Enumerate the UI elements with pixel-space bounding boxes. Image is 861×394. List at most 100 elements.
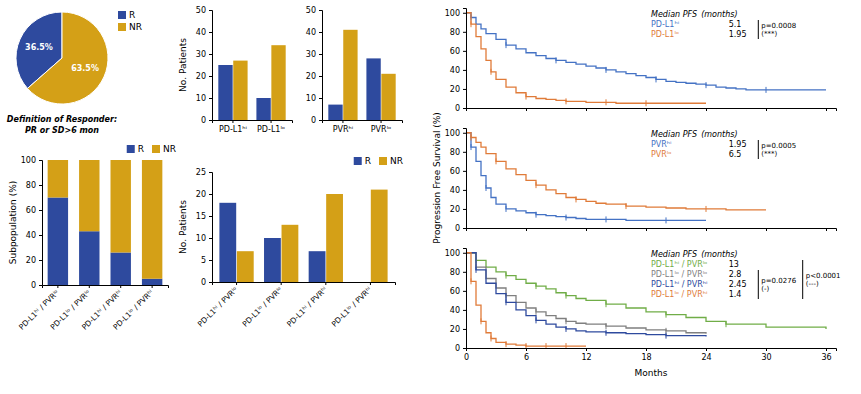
tick-label: 10 [196, 94, 206, 103]
tick-mark [526, 348, 527, 351]
tick-mark [39, 185, 42, 186]
tick-label: 30 [761, 353, 771, 362]
median-value: 1.4 [729, 290, 742, 299]
tick-mark [463, 133, 466, 134]
tick [586, 108, 587, 111]
tick [826, 108, 827, 111]
tick-mark [120, 285, 121, 288]
tick-label: 60 [450, 47, 460, 56]
bar [79, 160, 99, 231]
y-axis: 01020304050 [306, 6, 323, 125]
legend-swatch [118, 11, 126, 19]
bar [219, 203, 236, 282]
x-axis: PD-L1ʰⁱ / PVRˡᵒPD-L1ˡᵒ / PVRˡᵒPD-L1ʰⁱ / … [17, 285, 168, 332]
tick-label: 0 [201, 278, 206, 287]
tick: 10 [306, 94, 322, 103]
bar [381, 74, 395, 120]
censor-mark [536, 182, 537, 188]
tick-mark [766, 348, 767, 351]
legend-title: Median PFS [651, 250, 697, 259]
legend-label: PVRʰⁱ [651, 140, 672, 149]
median-value: 6.5 [729, 150, 742, 159]
x-axis: 061218243036 [464, 348, 837, 362]
tick-mark [209, 172, 212, 173]
censor-mark [566, 293, 567, 299]
bar-chart: PD-L1ʰⁱ / PVRˡᵒPD-L1ˡᵒ / PVRˡᵒPD-L1ʰⁱ / … [178, 156, 403, 329]
tick: 0 [311, 116, 322, 125]
tick-mark [209, 216, 212, 217]
tick-mark [463, 51, 466, 52]
tick: PD-L1ʰⁱ / PVRˡᵒ [196, 282, 240, 329]
pie-chart: 36.5%63.5%RNRDefinition of Responder:PR … [7, 10, 142, 135]
legend-item: R [354, 156, 371, 166]
median-value: 1.95 [729, 30, 747, 39]
tick [706, 108, 707, 111]
censor-mark [471, 21, 472, 27]
censor-mark [606, 301, 607, 307]
data-label: 63.5% [71, 64, 99, 73]
tick-mark [209, 120, 212, 121]
censor-mark [536, 212, 537, 218]
legend-label: R [138, 144, 144, 154]
censor-mark [536, 317, 537, 323]
legend-swatch [118, 23, 126, 31]
tick: PD-L1ˡᵒ / PVRʰⁱ [330, 282, 374, 329]
censor-mark [506, 42, 507, 48]
tick-label: 30 [196, 50, 206, 59]
legend-label: R [129, 10, 135, 20]
tick-mark [89, 285, 90, 288]
tick-mark [463, 171, 466, 172]
legend: Median PFS(months)PVRʰⁱ1.95PVRˡᵒ6.5p=0.0… [651, 130, 796, 159]
tick: 15 [196, 212, 212, 221]
tick-label: 10 [306, 94, 316, 103]
censor-mark [566, 215, 567, 221]
tick-mark [646, 228, 647, 231]
tick-mark [39, 160, 42, 161]
axis-line [209, 173, 213, 283]
tick-label: 15 [196, 212, 206, 221]
tick-mark [463, 70, 466, 71]
tick: 60 [450, 287, 466, 296]
plot-area [218, 45, 285, 120]
text-line: Definition of Responder: [7, 115, 117, 124]
tick [706, 228, 707, 231]
axis-line [463, 249, 467, 349]
tick-mark [370, 282, 371, 285]
tick-mark [271, 120, 272, 123]
legend-swatch [354, 157, 362, 165]
axis-line [323, 121, 403, 124]
censor-mark [491, 335, 492, 341]
tick: 80 [450, 268, 466, 277]
tick-mark [319, 54, 322, 55]
tick: 0 [201, 278, 212, 287]
text-line: (---) [806, 280, 819, 288]
censor-mark [666, 333, 667, 339]
censor-mark [626, 203, 627, 209]
axis-line [213, 283, 396, 286]
bar [110, 160, 130, 253]
tick-mark [463, 291, 466, 292]
tick-label: 20 [450, 85, 460, 94]
legend-label: PD-L1ˡᵒ [651, 30, 679, 39]
y-axis: 020406080100 [445, 129, 467, 234]
y-axis: 020406080100 [21, 156, 43, 290]
tick-label: 40 [26, 231, 36, 240]
tick: PD-L1ʰⁱ / PVRʰⁱ [285, 282, 329, 329]
tick-mark [766, 228, 767, 231]
censor-mark [506, 206, 507, 212]
bar-chart: PD-L1ʰⁱPD-L1ˡᵒ01020304050No. Patients [178, 6, 293, 134]
text-line: PR or SD>6 mon [25, 126, 99, 135]
text-line: p=0.0276 [761, 277, 796, 285]
legend-label: NR [129, 22, 142, 32]
tick-label: 20 [306, 72, 316, 81]
censor-mark [476, 267, 477, 273]
tick-mark [152, 285, 153, 288]
censor-mark [576, 196, 577, 202]
tick: 0 [455, 344, 466, 353]
tick-mark [319, 76, 322, 77]
tick-label: PD-L1ʰⁱ / PVRʰⁱ [285, 285, 329, 329]
censor-mark [606, 330, 607, 336]
censor-mark [471, 135, 472, 141]
legend-item: NR [152, 144, 176, 154]
tick-label: 40 [306, 28, 316, 37]
